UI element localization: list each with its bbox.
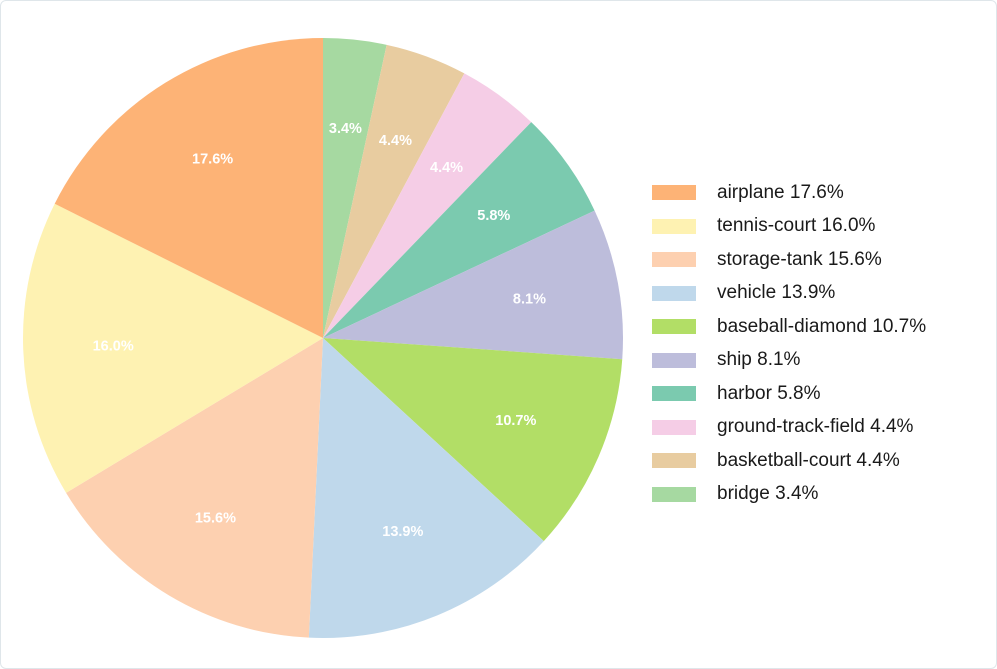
legend-swatch-storage-tank — [652, 252, 696, 268]
legend-label-vehicle: vehicle 13.9% — [717, 282, 836, 304]
legend-item-ship: ship 8.1% — [652, 344, 926, 378]
legend-label-airplane: airplane 17.6% — [717, 181, 844, 203]
legend-label-ship: ship 8.1% — [717, 349, 801, 371]
legend-item-airplane: airplane 17.6% — [652, 176, 926, 210]
legend-label-storage-tank: storage-tank 15.6% — [717, 248, 882, 270]
pie-slice-baseball-diamond — [323, 338, 623, 542]
pie-slice-storage-tank — [66, 338, 323, 638]
pie-slice-ground-track-field — [323, 73, 532, 338]
legend-swatch-bridge — [652, 486, 696, 502]
legend-label-ground-track-field: ground-track-field 4.4% — [717, 416, 914, 438]
pie-slice-vehicle — [308, 338, 544, 639]
legend-item-baseball-diamond: baseball-diamond 10.7% — [652, 310, 926, 344]
pie-slice-harbor — [323, 122, 595, 338]
legend-label-bridge: bridge 3.4% — [717, 483, 819, 505]
legend-label-tennis-court: tennis-court 16.0% — [717, 215, 876, 237]
legend-swatch-basketball-court — [652, 453, 696, 469]
slice-label-storage-tank: 15.6% — [195, 510, 236, 526]
legend-swatch-baseball-diamond — [652, 319, 696, 335]
pie-slice-bridge — [323, 38, 387, 338]
legend-swatch-vehicle — [652, 285, 696, 301]
slice-label-bridge: 3.4% — [329, 121, 362, 137]
legend-swatch-ship — [652, 352, 696, 368]
legend-label-basketball-court: basketball-court 4.4% — [717, 449, 900, 471]
legend-swatch-harbor — [652, 386, 696, 402]
legend-item-basketball-court: basketball-court 4.4% — [652, 444, 926, 478]
pie-slice-ship — [323, 210, 623, 360]
legend-item-tennis-court: tennis-court 16.0% — [652, 210, 926, 244]
pie-slice-airplane — [54, 38, 323, 338]
slice-label-tennis-court: 16.0% — [93, 338, 134, 354]
slice-label-vehicle: 13.9% — [382, 524, 423, 540]
slice-label-ground-track-field: 4.4% — [430, 160, 463, 176]
legend-label-harbor: harbor 5.8% — [717, 382, 821, 404]
legend-item-storage-tank: storage-tank 15.6% — [652, 243, 926, 277]
legend-label-baseball-diamond: baseball-diamond 10.7% — [717, 315, 927, 337]
legend-item-ground-track-field: ground-track-field 4.4% — [652, 411, 926, 445]
legend-item-harbor: harbor 5.8% — [652, 377, 926, 411]
slice-label-ship: 8.1% — [513, 292, 546, 308]
slice-label-harbor: 5.8% — [477, 208, 510, 224]
slice-label-airplane: 17.6% — [192, 151, 233, 167]
pie-slice-tennis-court — [23, 203, 323, 493]
slice-label-baseball-diamond: 10.7% — [495, 413, 536, 429]
legend-swatch-airplane — [652, 185, 696, 201]
chart-legend: airplane 17.6% tennis-court 16.0% storage-… — [652, 176, 926, 511]
legend-item-vehicle: vehicle 13.9% — [652, 277, 926, 311]
slice-label-basketball-court: 4.4% — [379, 133, 412, 149]
legend-swatch-tennis-court — [652, 218, 696, 234]
pie-slice-basketball-court — [323, 44, 465, 339]
legend-swatch-ground-track-field — [652, 419, 696, 435]
legend-item-bridge: bridge 3.4% — [652, 478, 926, 512]
